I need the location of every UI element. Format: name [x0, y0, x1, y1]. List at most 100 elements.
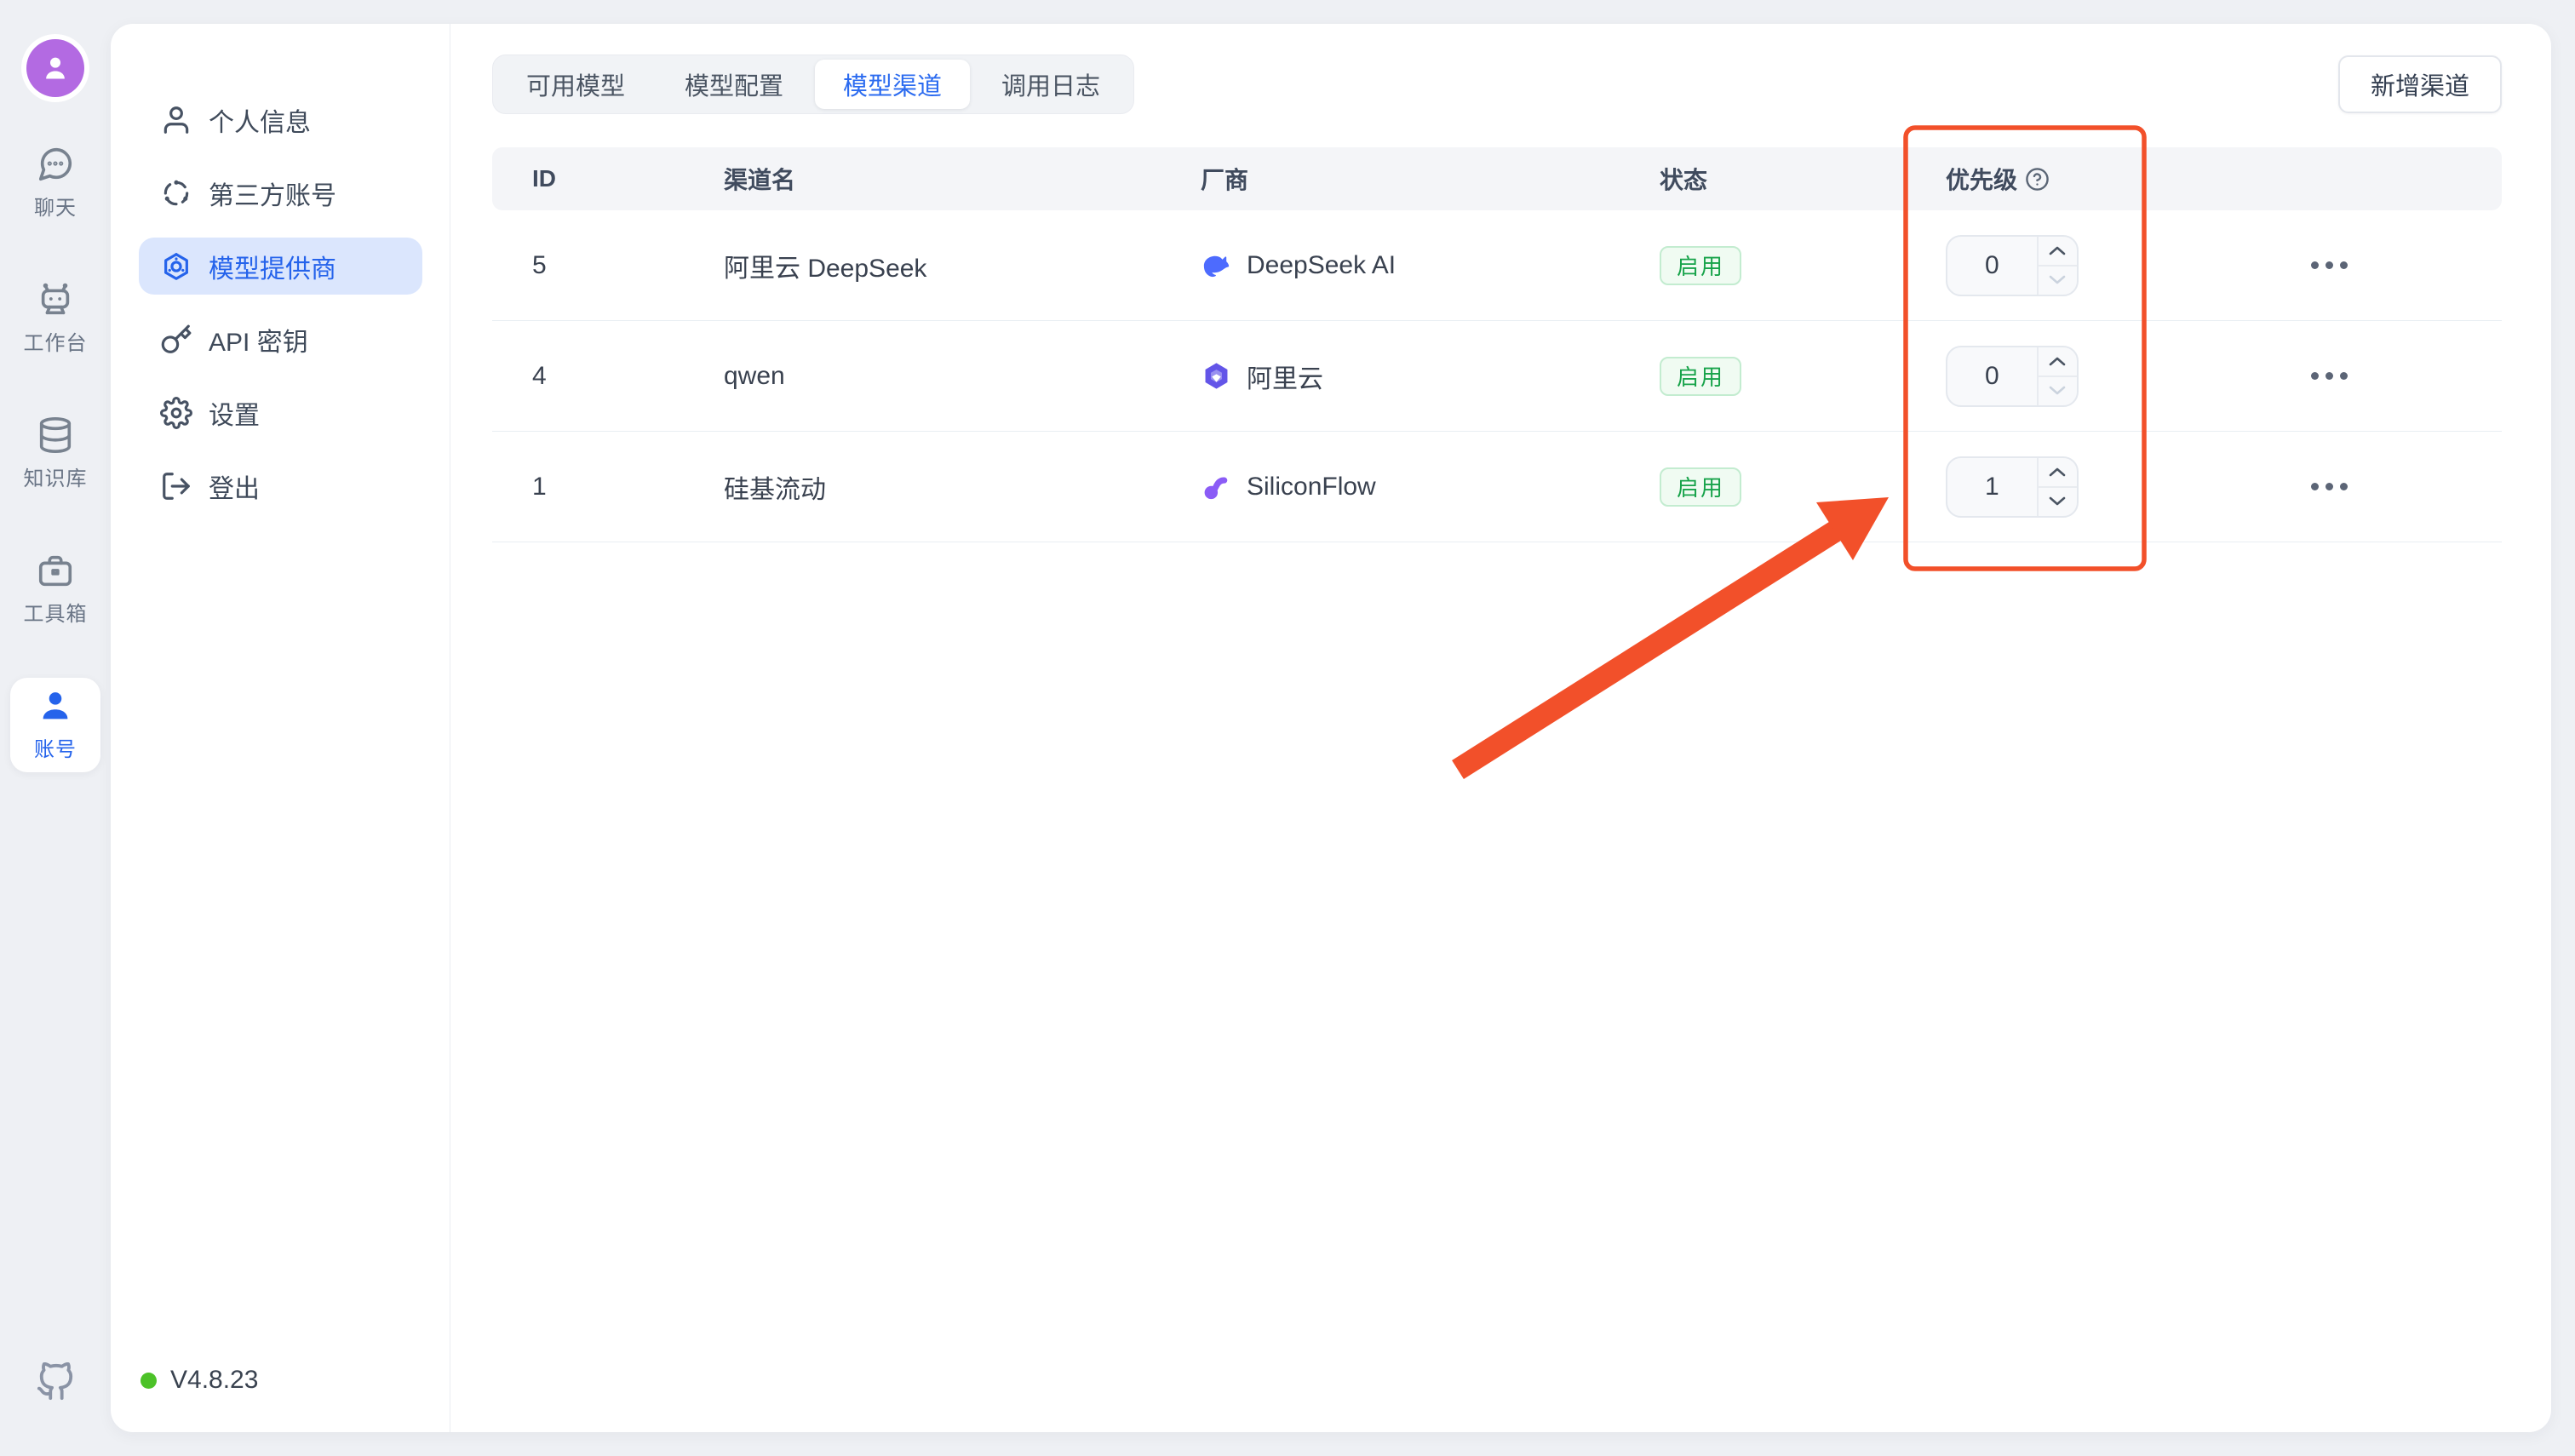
rail-item-label: 账号	[34, 738, 77, 761]
gear-icon	[160, 396, 192, 429]
sidebar-item-label: 第三方账号	[209, 181, 336, 210]
chevron-up-icon	[2049, 246, 2066, 255]
rail-item-toolbox[interactable]: 工具箱	[10, 542, 100, 637]
sidebar-item-label: API 密钥	[209, 328, 308, 357]
table-row: 5 阿里云 DeepSeek DeepSeek AI 启用 0	[492, 210, 2502, 321]
cell-priority: 1	[1946, 456, 2214, 518]
sidebar-item-logout[interactable]: 登出	[139, 457, 422, 514]
priority-decrease-button[interactable]	[2039, 267, 2077, 295]
cell-vendor: 阿里云	[1201, 358, 1660, 395]
deepseek-whale-icon	[1203, 255, 1230, 278]
cell-id: 1	[532, 472, 547, 501]
column-header-vendor: 厂商	[1201, 167, 1249, 193]
sidebar-item-label: 个人信息	[209, 108, 311, 137]
topbar: 可用模型 模型配置 模型渠道 调用日志 新增渠道	[492, 54, 2502, 114]
channels-table: ID 渠道名 厂商 状态 优先级 5 阿里云 DeepSeek	[492, 147, 2502, 542]
cell-priority: 0	[1946, 234, 2214, 296]
icon-rail: 聊天 工作台 知识库	[0, 0, 111, 1456]
cell-channel-name: 阿里云 DeepSeek	[724, 254, 927, 283]
chevron-down-icon	[2049, 496, 2066, 506]
column-header-priority: 优先级	[1946, 162, 2214, 196]
version-status-dot	[141, 1372, 157, 1389]
cell-status: 启用	[1660, 356, 1946, 396]
model-provider-icon	[164, 252, 188, 280]
priority-input[interactable]: 1	[1984, 472, 1999, 501]
sidebar-item-api-keys[interactable]: API 密钥	[139, 311, 422, 368]
cell-actions	[2214, 471, 2502, 502]
content-area: 可用模型 模型配置 模型渠道 调用日志 新增渠道 ID 渠道名 厂商 状态 优先…	[492, 24, 2502, 1432]
avatar[interactable]	[26, 39, 84, 97]
github-icon	[37, 1361, 73, 1401]
rail-item-account[interactable]: 账号	[10, 678, 100, 772]
status-badge: 启用	[1660, 356, 1741, 396]
robot-icon	[41, 283, 70, 315]
rail-item-workbench[interactable]: 工作台	[10, 272, 100, 366]
cell-vendor: SiliconFlow	[1201, 471, 1660, 502]
sidebar-item-settings[interactable]: 设置	[139, 384, 422, 441]
rail-item-label: 工作台	[23, 332, 88, 355]
priority-input[interactable]: 0	[1984, 361, 1999, 390]
toolbox-icon	[38, 555, 72, 587]
cell-id: 4	[532, 361, 547, 390]
logout-icon	[163, 472, 190, 500]
sidebar-item-third-party[interactable]: 第三方账号	[139, 164, 422, 221]
priority-increase-button[interactable]	[2038, 347, 2077, 377]
rail-item-label: 知识库	[23, 467, 88, 490]
settings-sidebar: 个人信息 第三方账号	[111, 24, 450, 1432]
tab-model-config[interactable]: 模型配置	[685, 73, 784, 100]
rail-item-knowledge[interactable]: 知识库	[10, 407, 100, 502]
rail-nav: 聊天 工作台 知识库	[0, 136, 111, 772]
chat-bubble-icon	[38, 147, 72, 181]
tab-available-models[interactable]: 可用模型	[526, 73, 626, 100]
sidebar-item-model-providers[interactable]: 模型提供商	[139, 238, 422, 295]
table-header: ID 渠道名 厂商 状态 优先级	[492, 147, 2502, 210]
priority-increase-button[interactable]	[2038, 458, 2077, 488]
main-card: 个人信息 第三方账号	[111, 24, 2551, 1432]
priority-stepper: 0	[1946, 234, 2079, 296]
sidebar-item-profile[interactable]: 个人信息	[139, 91, 422, 148]
cell-priority: 0	[1946, 345, 2214, 407]
table-row: 4 qwen 阿里云 启用	[492, 321, 2502, 432]
cell-channel-name: 硅基流动	[724, 475, 826, 504]
chevron-up-icon	[2049, 467, 2066, 477]
status-badge: 启用	[1660, 467, 1741, 507]
cell-channel-name: qwen	[724, 361, 785, 390]
user-outline-icon	[163, 106, 189, 134]
cell-status: 启用	[1660, 467, 1946, 507]
chevron-down-icon	[2049, 275, 2066, 284]
add-channel-button[interactable]: 新增渠道	[2337, 55, 2502, 113]
tab-bar: 可用模型 模型配置 模型渠道 调用日志	[492, 54, 1135, 114]
version-label: V4.8.23	[170, 1366, 259, 1394]
sidebar-item-label: 登出	[209, 474, 260, 503]
priority-increase-button[interactable]	[2038, 237, 2077, 267]
vendor-label: 阿里云	[1247, 364, 1323, 393]
database-icon	[39, 417, 72, 453]
column-header-id: ID	[532, 165, 556, 192]
rail-item-label: 聊天	[34, 197, 77, 220]
rail-item-chat[interactable]: 聊天	[10, 136, 100, 231]
priority-stepper: 1	[1946, 456, 2079, 518]
priority-help-icon[interactable]	[2025, 167, 2050, 192]
row-actions-button[interactable]	[2295, 471, 2363, 502]
tab-model-channels[interactable]: 模型渠道	[815, 60, 971, 109]
row-actions-button[interactable]	[2295, 249, 2363, 281]
priority-decrease-button[interactable]	[2039, 377, 2077, 405]
user-icon	[43, 692, 68, 719]
tab-call-logs[interactable]: 调用日志	[1001, 73, 1101, 100]
row-actions-button[interactable]	[2295, 360, 2363, 392]
cell-actions	[2214, 360, 2502, 392]
priority-decrease-button[interactable]	[2039, 488, 2077, 516]
status-badge: 启用	[1660, 245, 1741, 285]
cell-status: 启用	[1660, 245, 1946, 285]
cell-vendor: DeepSeek AI	[1201, 249, 1660, 281]
column-header-status: 状态	[1660, 167, 1708, 193]
github-link[interactable]	[36, 1361, 75, 1402]
priority-input[interactable]: 0	[1984, 250, 1999, 279]
siliconflow-icon	[1204, 477, 1228, 500]
priority-stepper: 0	[1946, 345, 2079, 407]
sidebar-item-label: 模型提供商	[209, 255, 336, 284]
version-indicator: V4.8.23	[141, 1366, 258, 1395]
key-icon	[161, 324, 192, 353]
cell-id: 5	[532, 250, 547, 279]
